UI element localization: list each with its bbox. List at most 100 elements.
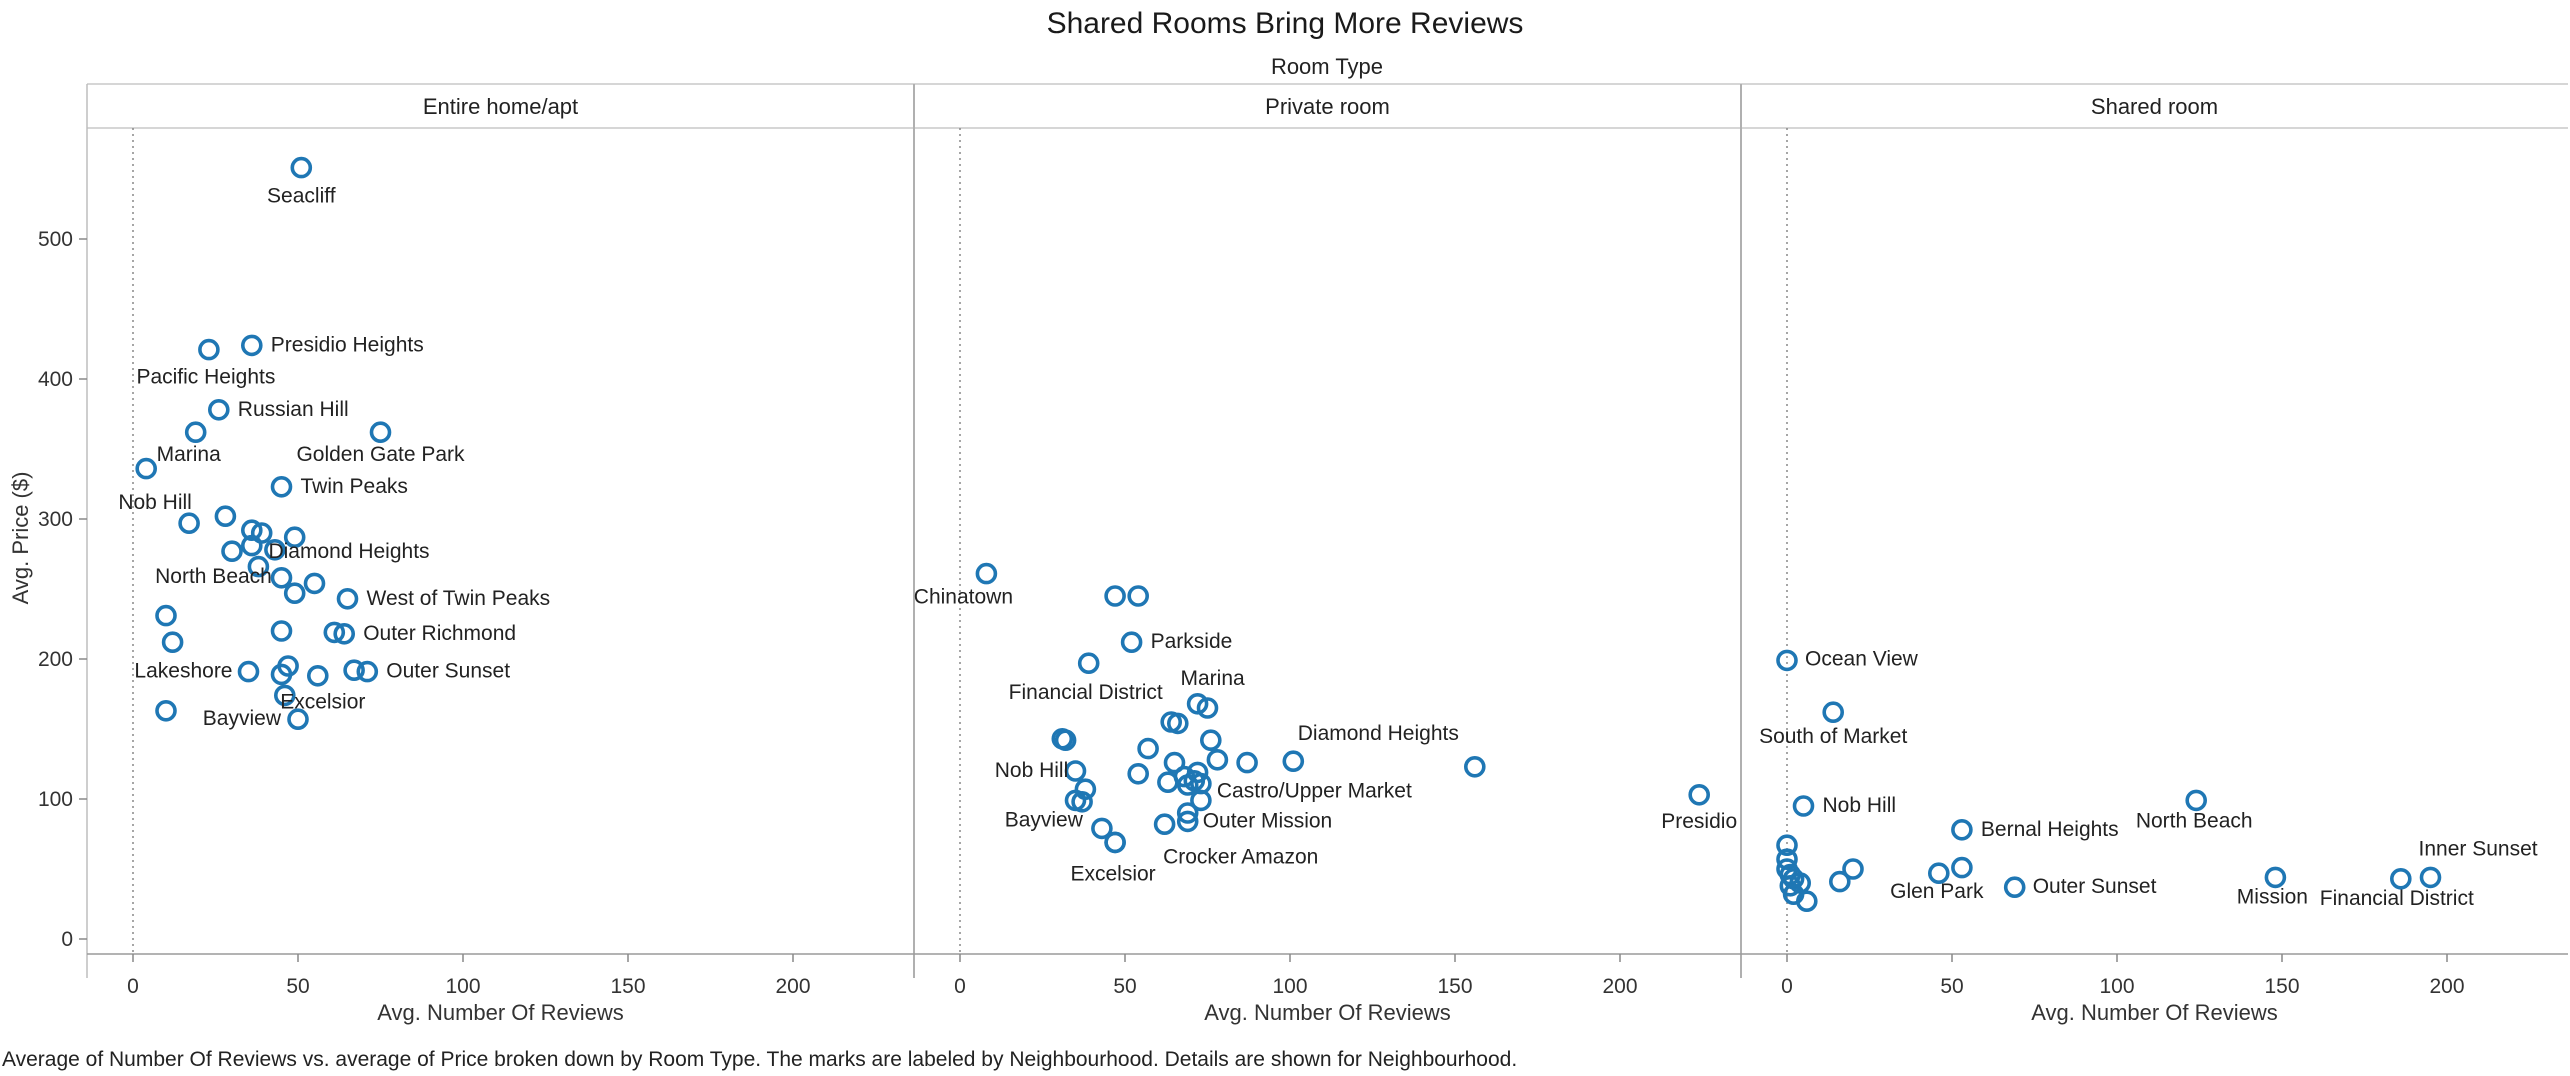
data-point (1822, 701, 1844, 724)
x-axis-label: Avg. Number Of Reviews (377, 1000, 624, 1025)
data-point (155, 604, 177, 627)
data-point (1196, 697, 1219, 719)
data-point (1928, 862, 1950, 885)
panel-header: Shared room (2091, 94, 2218, 119)
point-label: South of Market (1759, 725, 1907, 748)
data-point (1776, 649, 1798, 672)
data-point (1167, 712, 1189, 735)
data-point (155, 699, 177, 722)
x-tick-label: 50 (1113, 975, 1136, 998)
point-label: Nob Hill (118, 491, 192, 514)
point-label: Excelsior (280, 690, 365, 713)
data-point (975, 562, 998, 585)
panel-header: Private room (1265, 94, 1390, 119)
data-point (264, 538, 286, 561)
x-tick-label: 0 (954, 975, 966, 998)
data-point (1951, 818, 1973, 841)
point-label: Outer Sunset (2033, 875, 2157, 898)
data-point (1127, 762, 1149, 785)
point-label: Inner Sunset (2419, 837, 2538, 860)
point-label: Twin Peaks (301, 475, 408, 498)
point-label: Presidio Heights (271, 333, 424, 356)
point-label: Glen Park (1890, 880, 1984, 903)
point-label: Financial District (1009, 681, 1163, 704)
x-axis-label: Avg. Number Of Reviews (1204, 1000, 1451, 1025)
point-label: Crocker Amazon (1163, 845, 1318, 868)
data-point (1176, 810, 1199, 833)
data-point (241, 534, 263, 557)
point-label: Golden Gate Park (296, 443, 465, 466)
data-point (1104, 831, 1126, 854)
data-point (1064, 760, 1087, 782)
data-point (2419, 866, 2442, 889)
chart-caption: Average of Number Of Reviews vs. average… (2, 1048, 1517, 1071)
point-label: West of Twin Peaks (367, 587, 551, 610)
x-tick-label: 150 (2264, 975, 2299, 998)
data-point (2003, 876, 2026, 899)
x-tick-label: 50 (286, 975, 309, 998)
data-point (290, 156, 313, 179)
x-tick-label: 150 (1437, 975, 1472, 998)
data-point (1796, 890, 1818, 913)
chart-title: Shared Rooms Bring More Reviews (1047, 7, 1524, 40)
point-label: Outer Richmond (363, 622, 516, 645)
data-point (270, 566, 293, 589)
data-point (1176, 774, 1199, 796)
point-label: Diamond Heights (1298, 722, 1459, 745)
data-point (1157, 771, 1179, 794)
data-point (1127, 585, 1149, 607)
y-tick-label: 200 (38, 648, 73, 671)
data-point (1163, 751, 1186, 774)
point-label: Marina (1180, 667, 1245, 690)
data-point (2264, 866, 2287, 889)
panel-header: Entire home/apt (423, 94, 578, 119)
point-label: Financial District (2320, 887, 2474, 910)
data-point (1176, 802, 1199, 824)
data-point (270, 663, 293, 686)
y-tick-label: 0 (61, 928, 73, 951)
data-point (1104, 585, 1126, 607)
data-point (303, 572, 326, 595)
data-point (178, 512, 200, 535)
data-point (241, 519, 263, 542)
point-label: Nob Hill (995, 759, 1069, 782)
data-point (2390, 867, 2412, 890)
x-tick-label: 100 (2099, 975, 2134, 998)
data-point (273, 684, 296, 707)
data-point (306, 664, 329, 687)
data-point (2185, 789, 2207, 812)
data-point (1071, 790, 1093, 813)
data-point (1074, 778, 1097, 801)
x-tick-label: 0 (1781, 975, 1793, 998)
data-point (287, 708, 309, 731)
point-label: Presidio (1661, 810, 1737, 833)
data-point (1282, 750, 1305, 773)
data-point (1186, 692, 1209, 715)
point-label: Castro/Upper Market (1217, 780, 1412, 803)
point-label: Diamond Heights (268, 540, 429, 563)
point-label: North Beach (2136, 809, 2253, 832)
data-point (1792, 795, 1815, 817)
point-label: Mission (2237, 885, 2308, 908)
data-point (1789, 872, 1811, 894)
y-tick-label: 400 (38, 368, 73, 391)
data-point (369, 421, 392, 444)
data-point (247, 555, 270, 578)
point-label: Pacific Heights (136, 366, 275, 389)
data-point (343, 659, 365, 682)
data-point (1120, 631, 1143, 654)
point-label: Outer Mission (1203, 809, 1333, 832)
data-point (333, 622, 356, 645)
point-label: Ocean View (1805, 647, 1919, 670)
data-point (241, 334, 263, 357)
point-label: Excelsior (1070, 862, 1155, 885)
data-point (1190, 789, 1212, 812)
data-point (283, 526, 306, 549)
point-label: Seacliff (267, 185, 336, 208)
data-point (336, 587, 359, 610)
data-point (1842, 858, 1864, 880)
data-point (1091, 817, 1113, 840)
point-label: Bayview (203, 707, 282, 730)
y-tick-label: 500 (38, 228, 73, 251)
